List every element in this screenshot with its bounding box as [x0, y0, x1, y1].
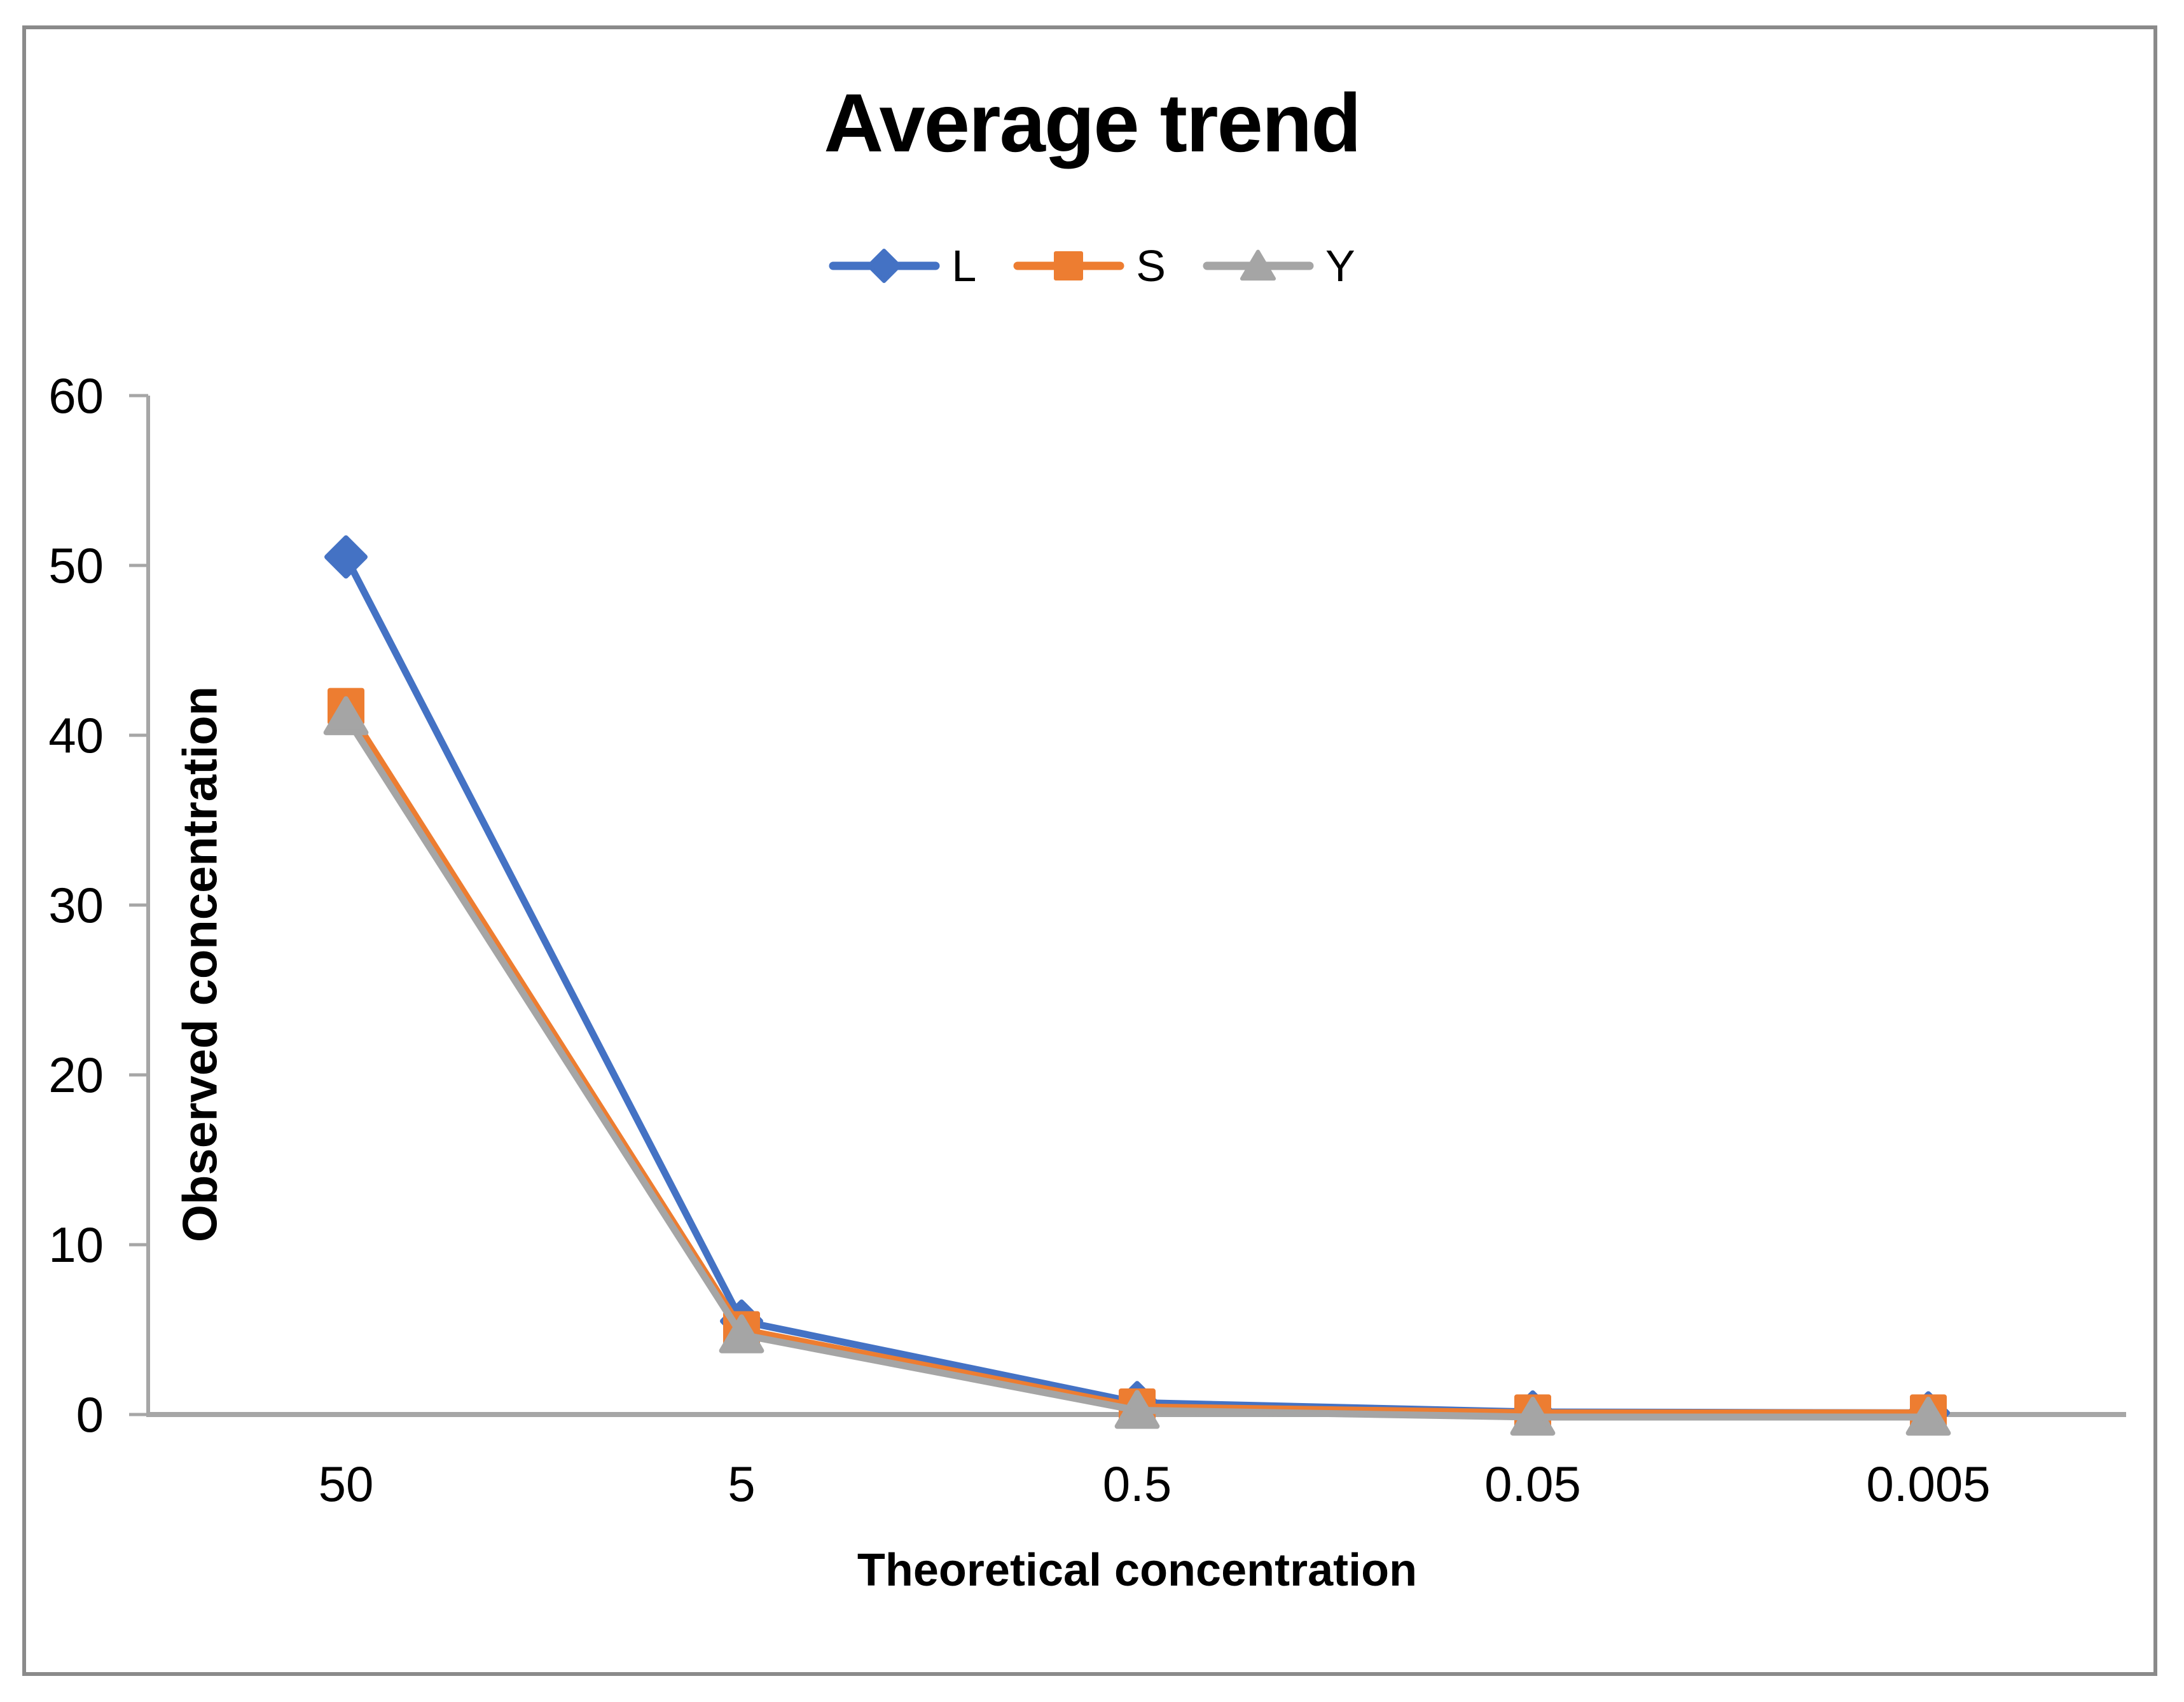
- legend-label: L: [951, 241, 977, 291]
- legend-label: S: [1136, 241, 1166, 291]
- legend-label: Y: [1325, 241, 1355, 291]
- triangle-marker-icon: [1510, 1397, 1556, 1436]
- y-tick-label: 20: [48, 1047, 104, 1103]
- diamond-marker-icon: [324, 535, 368, 579]
- x-tick-label: 0.005: [1866, 1456, 1990, 1512]
- y-tick-label: 10: [48, 1217, 104, 1273]
- series-line-S: [342, 703, 1932, 1416]
- x-tick-label: 0.05: [1484, 1456, 1581, 1512]
- triangle-marker-icon: [719, 1314, 764, 1353]
- triangle-marker-icon: [1905, 1397, 1951, 1436]
- triangle-marker-icon: [1114, 1390, 1160, 1429]
- y-tick-label: 60: [48, 368, 104, 424]
- series-line-L: [342, 553, 1932, 1416]
- diamond-marker-icon: [829, 249, 940, 283]
- triangle-marker-icon: [1203, 249, 1314, 281]
- series-line-Y: [342, 713, 1932, 1421]
- legend-item-S: S: [1013, 234, 1166, 298]
- chart-title: Average trend: [824, 76, 1361, 169]
- y-tick-label: 50: [48, 537, 104, 593]
- legend-item-Y: Y: [1203, 234, 1355, 298]
- x-tick-label: 0.5: [1103, 1456, 1171, 1512]
- y-tick-label: 0: [76, 1387, 104, 1443]
- triangle-marker-icon: [323, 696, 369, 735]
- x-tick-label: 50: [319, 1456, 374, 1512]
- y-tick-label: 30: [48, 877, 104, 933]
- x-tick-label: 5: [728, 1456, 755, 1512]
- x-axis-title: Theoretical concentration: [857, 1545, 1418, 1596]
- square-marker-icon: [1013, 251, 1124, 280]
- y-axis-title: Observed concentration: [173, 686, 228, 1243]
- legend-item-L: L: [829, 234, 976, 298]
- y-tick-label: 40: [48, 707, 104, 763]
